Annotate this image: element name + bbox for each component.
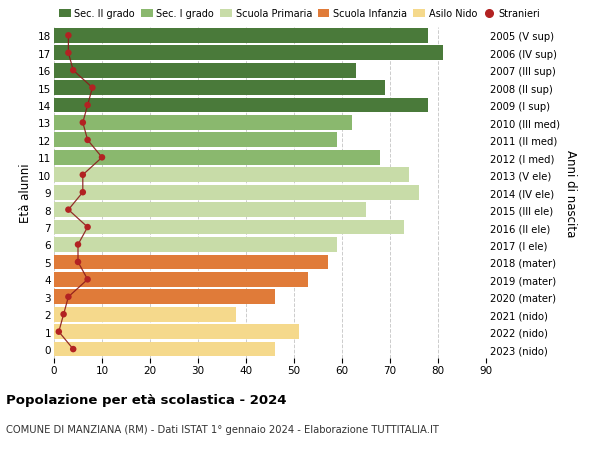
Point <box>64 50 73 57</box>
Text: COMUNE DI MANZIANA (RM) - Dati ISTAT 1° gennaio 2024 - Elaborazione TUTTITALIA.I: COMUNE DI MANZIANA (RM) - Dati ISTAT 1° … <box>6 424 439 434</box>
Bar <box>54 151 380 165</box>
Bar <box>54 307 236 322</box>
Bar <box>54 64 356 78</box>
Bar <box>54 81 385 96</box>
Bar <box>54 342 275 357</box>
Point <box>64 293 73 301</box>
Point <box>88 85 97 92</box>
Point <box>54 328 64 336</box>
Point <box>68 346 78 353</box>
Bar <box>54 98 428 113</box>
Bar <box>54 46 443 61</box>
Bar <box>54 220 404 235</box>
Bar <box>54 29 428 44</box>
Bar <box>54 185 419 200</box>
Point <box>59 311 68 318</box>
Point <box>78 189 88 196</box>
Y-axis label: Anni di nascita: Anni di nascita <box>564 149 577 236</box>
Text: Popolazione per età scolastica - 2024: Popolazione per età scolastica - 2024 <box>6 393 287 406</box>
Point <box>68 67 78 75</box>
Point <box>78 172 88 179</box>
Point <box>64 207 73 214</box>
Bar <box>54 116 352 131</box>
Point <box>78 119 88 127</box>
Bar <box>54 290 275 304</box>
Point <box>73 259 83 266</box>
Bar <box>54 272 308 287</box>
Point <box>97 154 107 162</box>
Y-axis label: Età alunni: Età alunni <box>19 163 32 223</box>
Legend: Sec. II grado, Sec. I grado, Scuola Primaria, Scuola Infanzia, Asilo Nido, Stran: Sec. II grado, Sec. I grado, Scuola Prim… <box>59 9 540 19</box>
Bar <box>54 168 409 183</box>
Point <box>83 224 92 231</box>
Bar <box>54 255 328 270</box>
Point <box>64 33 73 40</box>
Bar <box>54 203 366 218</box>
Bar <box>54 325 299 339</box>
Bar <box>54 133 337 148</box>
Point <box>83 276 92 283</box>
Point <box>83 137 92 144</box>
Point <box>73 241 83 249</box>
Bar <box>54 238 337 252</box>
Point <box>83 102 92 110</box>
